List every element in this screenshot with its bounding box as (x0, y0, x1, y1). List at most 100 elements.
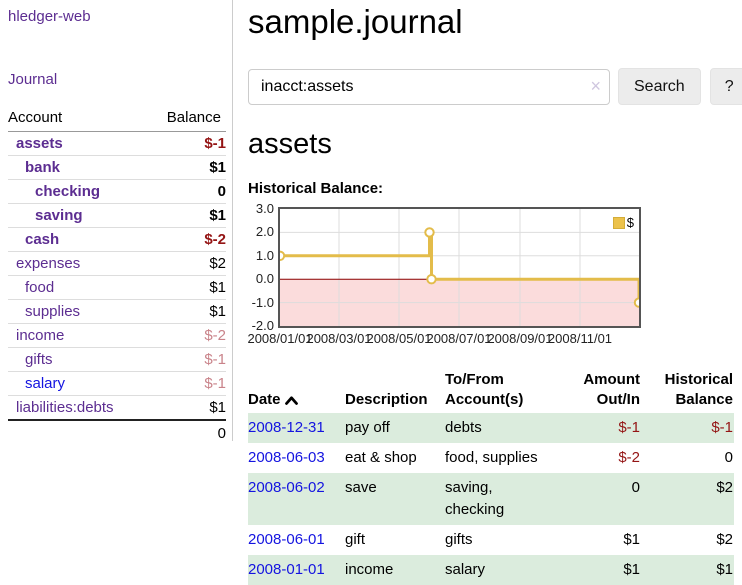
sidebar-account-income[interactable]: income (16, 327, 65, 344)
sidebar-account-assets[interactable]: assets (16, 135, 63, 152)
chart-plot-area: $ (278, 207, 641, 328)
col-amount-out-in: Amount Out/In (583, 371, 640, 408)
account-balance: 0 (147, 179, 226, 204)
transaction-date-link[interactable]: 2008-06-01 (248, 531, 325, 548)
page-title: sample.journal (248, 3, 463, 40)
account-balance: $-1 (147, 131, 226, 156)
y-tick-label: 3.0 (255, 201, 274, 216)
y-tick-label: 1.0 (255, 247, 274, 263)
x-tick-label: 2008/11/01 (547, 331, 613, 346)
x-tick-label: 2008/01/01 (247, 331, 313, 346)
sidebar-accounts-table: Account Balance assets $-1 bank $1 check… (8, 105, 226, 445)
account-balance: $-1 (147, 371, 226, 396)
transaction-accounts: salary (445, 561, 486, 578)
account-row: income $-2 (8, 323, 226, 348)
transaction-balance: $1 (716, 561, 733, 578)
col-tofrom-accounts: To/From Account(s) (445, 371, 524, 408)
y-tick-label: -2.0 (251, 318, 274, 333)
accounts-total-row: 0 (8, 419, 226, 445)
transaction-description: pay off (345, 419, 390, 436)
account-row: checking 0 (8, 179, 226, 204)
register-row: 2008-06-03 eat & shop food, supplies $-2… (248, 443, 734, 473)
x-tick-label: 2008/03/01 (306, 331, 372, 346)
app-brand-link[interactable]: hledger-web (8, 8, 91, 25)
account-balance: $1 (147, 155, 226, 180)
transaction-description: gift (345, 531, 366, 548)
transaction-balance: 0 (724, 449, 733, 466)
sidebar-account-gifts[interactable]: gifts (25, 351, 53, 368)
account-row: liabilities:debts $1 (8, 395, 226, 421)
chart-x-axis: 2008/01/01 2008/03/01 2008/05/01 2008/07/01… (247, 331, 680, 347)
transaction-date-link[interactable]: 2008-12-31 (248, 419, 325, 436)
account-balance: $-2 (147, 227, 226, 252)
accounts-header-row: Account Balance (8, 105, 226, 132)
account-row: saving $1 (8, 203, 226, 228)
sidebar-account-salary[interactable]: salary (25, 375, 66, 392)
transaction-description: income (345, 561, 394, 578)
col-date-label: Date (248, 391, 281, 408)
account-balance: $-1 (147, 347, 226, 372)
account-balance: $1 (147, 203, 226, 228)
accounts-col-account: Account (8, 105, 148, 132)
transaction-balance: $2 (716, 479, 733, 496)
account-row: assets $-1 (8, 131, 226, 156)
help-button[interactable]: ? (709, 68, 742, 105)
account-balance: $-2 (147, 323, 226, 348)
register-row: 2008-01-01 income salary $1 $1 (248, 555, 734, 585)
account-heading: assets (248, 128, 332, 160)
transaction-amount: $1 (623, 531, 640, 548)
clear-search-icon[interactable]: × (590, 75, 601, 96)
sidebar-account-liabilities-debts[interactable]: liabilities:debts (16, 399, 114, 416)
sidebar: hledger-web Journal Account Balance asse… (0, 0, 233, 445)
register-header-row: Date Description To/From Account(s) Amou… (248, 367, 734, 413)
sidebar-account-supplies[interactable]: supplies (25, 303, 81, 320)
search-input[interactable] (248, 68, 610, 105)
transaction-accounts: gifts (445, 531, 473, 548)
transaction-date-link[interactable]: 2008-01-01 (248, 561, 325, 578)
y-tick-label: 0.0 (255, 271, 274, 287)
sidebar-account-food[interactable]: food (25, 279, 55, 296)
sidebar-account-bank[interactable]: bank (25, 159, 61, 176)
chart-legend: $ (612, 215, 634, 230)
sidebar-account-cash[interactable]: cash (25, 231, 60, 248)
accounts-total-value: 0 (147, 419, 226, 445)
sidebar-item-journal[interactable]: Journal (8, 71, 58, 88)
account-row: gifts $-1 (8, 347, 226, 372)
register-row: 2008-06-01 gift gifts $1 $2 (248, 525, 734, 555)
transaction-accounts: food, supplies (445, 449, 538, 466)
y-tick-label: -1.0 (251, 294, 274, 310)
register-row: 2008-06-02 save saving, checking 0 $2 (248, 473, 734, 525)
transaction-date-link[interactable]: 2008-06-02 (248, 479, 325, 496)
sidebar-account-saving[interactable]: saving (35, 207, 83, 224)
transaction-amount: $1 (623, 561, 640, 578)
accounts-col-balance: Balance (147, 105, 226, 132)
chart-title: Historical Balance: (248, 180, 384, 197)
x-tick-label: 2008/05/01 (366, 331, 432, 346)
account-balance: $1 (147, 299, 226, 324)
transaction-balance: $-1 (711, 419, 733, 436)
transaction-accounts: debts (445, 419, 482, 436)
sidebar-account-expenses[interactable]: expenses (16, 255, 81, 272)
transaction-amount: $-2 (618, 449, 640, 466)
main-content: sample.journal × Search ? assets Histori… (247, 0, 742, 585)
transaction-amount: $-1 (618, 419, 640, 436)
col-date[interactable]: Date (248, 367, 345, 413)
sidebar-account-checking[interactable]: checking (35, 183, 101, 200)
sort-ascending-icon (284, 392, 298, 409)
account-balance: $1 (147, 275, 226, 300)
transaction-balance: $2 (716, 531, 733, 548)
account-row: cash $-2 (8, 227, 226, 252)
account-balance: $2 (147, 251, 226, 276)
transaction-date-link[interactable]: 2008-06-03 (248, 449, 325, 466)
account-row: food $1 (8, 275, 226, 300)
transaction-description: eat & shop (345, 449, 417, 466)
x-tick-label: 2008/07/01 (426, 331, 492, 346)
search-button[interactable]: Search (618, 68, 701, 105)
col-description: Description (345, 391, 428, 408)
transaction-description: save (345, 479, 377, 496)
account-row: expenses $2 (8, 251, 226, 276)
chart-canvas (280, 209, 639, 326)
transaction-accounts: saving, checking (445, 479, 505, 518)
account-row: salary $-1 (8, 371, 226, 396)
col-historical-balance: Historical Balance (664, 371, 733, 408)
